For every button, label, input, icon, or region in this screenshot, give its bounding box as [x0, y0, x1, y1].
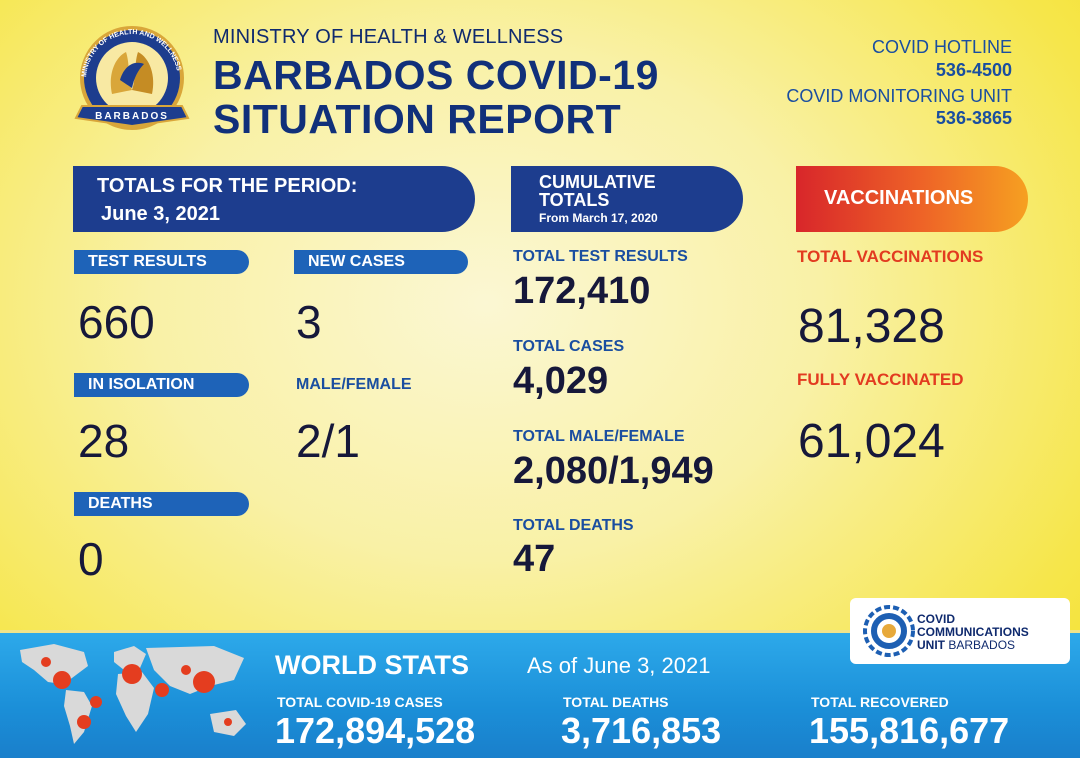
cumulative-banner: CUMULATIVE TOTALS From March 17, 2020 — [511, 166, 743, 232]
world-cases-label: TOTAL COVID-19 CASES — [277, 694, 443, 710]
total-cases-value: 4,029 — [513, 360, 609, 402]
ccu-text: COVID COMMUNICATIONS UNIT BARBADOS — [917, 613, 1029, 652]
ccu-line3a: UNIT — [917, 638, 945, 652]
test-results-value: 660 — [78, 296, 155, 348]
total-tests-label: TOTAL TEST RESULTS — [513, 248, 688, 265]
ministry-name: MINISTRY OF HEALTH & WELLNESS — [213, 26, 564, 48]
period-date: June 3, 2021 — [101, 203, 220, 225]
ministry-logo: MINISTRY OF HEALTH AND WELLNESS BARBADOS — [74, 26, 190, 130]
ccu-line1: COVID — [917, 612, 956, 626]
fully-vaccinated-value: 61,024 — [798, 415, 945, 468]
world-map-icon — [20, 644, 246, 744]
fully-vaccinated-label: FULLY VACCINATED — [797, 370, 964, 389]
total-deaths-value: 47 — [513, 538, 556, 580]
deaths-label: DEATHS — [74, 492, 249, 516]
period-heading: TOTALS FOR THE PERIOD: — [97, 175, 358, 197]
monitoring-number: 536-3865 — [935, 108, 1012, 128]
total-mf-value: 2,080/1,949 — [513, 450, 714, 492]
vaccinations-heading: VACCINATIONS — [824, 187, 974, 209]
world-recovered-label: TOTAL RECOVERED — [811, 694, 949, 710]
world-cases-value: 172,894,528 — [275, 710, 476, 751]
total-vaccinations-label: TOTAL VACCINATIONS — [797, 247, 984, 266]
ccu-line2: COMMUNICATIONS — [917, 625, 1029, 639]
test-results-label: TEST RESULTS — [74, 250, 249, 274]
ccu-line3b: BARBADOS — [948, 638, 1016, 652]
isolation-value: 28 — [78, 415, 130, 467]
vaccinations-banner: VACCINATIONS — [796, 166, 1028, 232]
male-female-label: MALE/FEMALE — [296, 376, 412, 393]
world-stats-date: As of June 3, 2021 — [527, 653, 711, 678]
period-banner: TOTALS FOR THE PERIOD: June 3, 2021 — [73, 166, 475, 232]
world-deaths-label: TOTAL DEATHS — [563, 694, 669, 710]
new-cases-label: NEW CASES — [294, 250, 468, 274]
monitoring-label: COVID MONITORING UNIT — [786, 86, 1012, 106]
report-title-line1: BARBADOS COVID-19 — [213, 52, 659, 98]
total-vaccinations-value: 81,328 — [798, 300, 945, 353]
report-title-line2: SITUATION REPORT — [213, 96, 622, 142]
total-deaths-label: TOTAL DEATHS — [513, 517, 634, 534]
hotline-label: COVID HOTLINE — [871, 37, 1012, 57]
world-stats-title: WORLD STATS — [275, 650, 469, 680]
world-deaths-value: 3,716,853 — [561, 710, 722, 751]
new-cases-value: 3 — [296, 296, 322, 348]
male-female-value: 2/1 — [296, 415, 360, 467]
ccu-logo-icon — [863, 605, 915, 657]
cumulative-heading-2: TOTALS — [539, 190, 610, 210]
total-cases-label: TOTAL CASES — [513, 338, 625, 355]
cumulative-since: From March 17, 2020 — [539, 211, 658, 225]
logo-banner-text: BARBADOS — [95, 111, 169, 122]
world-recovered-value: 155,816,677 — [809, 710, 1010, 751]
deaths-value: 0 — [78, 533, 104, 585]
hotline-number: 536-4500 — [935, 60, 1012, 80]
total-tests-value: 172,410 — [513, 270, 651, 312]
total-mf-label: TOTAL MALE/FEMALE — [513, 428, 685, 445]
isolation-label: IN ISOLATION — [74, 373, 249, 397]
cumulative-heading-1: CUMULATIVE — [539, 172, 656, 192]
